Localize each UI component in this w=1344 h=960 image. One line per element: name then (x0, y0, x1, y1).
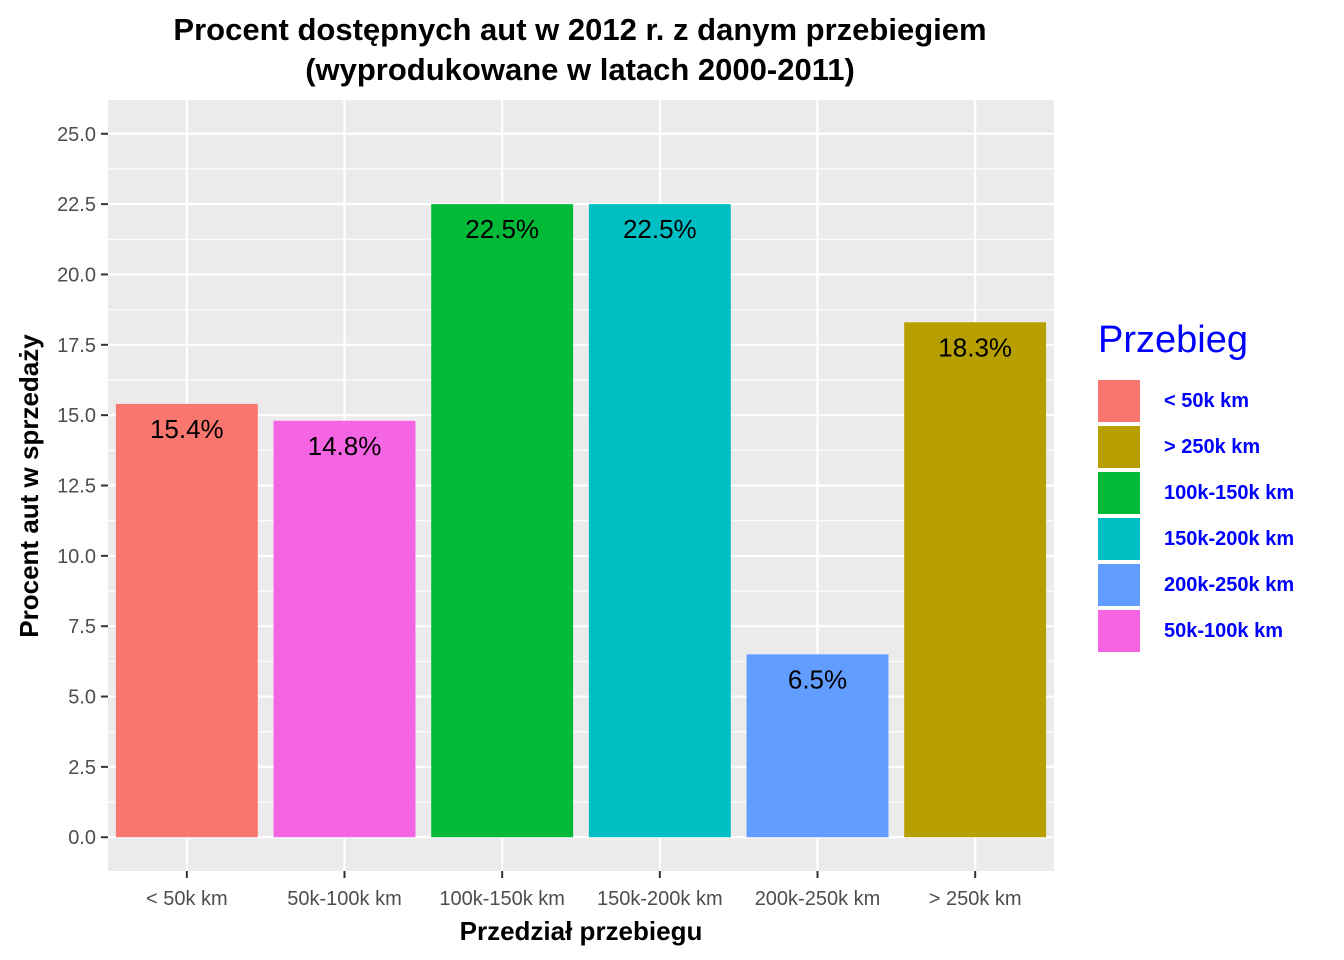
legend-label: 50k-100k km (1164, 619, 1283, 642)
y-tick-label: 17.5 (57, 335, 96, 357)
x-axis-title: Przedział przebiegu (460, 916, 703, 946)
legend-item: > 250k km (1098, 424, 1294, 470)
bar-labels: 15.4% 14.8% 22.5% 22.5% 6.5% 18.3% (150, 214, 1012, 694)
legend-label: 150k-200k km (1164, 527, 1295, 550)
legend-label: 100k-150k km (1164, 481, 1295, 504)
x-axis: < 50k km 50k-100k km 100k-150k km 150k-200k… (146, 871, 1022, 910)
bar-data-label: 15.4% (150, 414, 224, 444)
minor-gridlines (108, 168, 1054, 803)
bar-data-label: 14.8% (308, 431, 382, 461)
bar (431, 204, 574, 838)
legend-key (1098, 518, 1140, 560)
bar (746, 654, 889, 838)
y-tick-label: 7.5 (68, 616, 96, 638)
legend-label: > 250k km (1164, 435, 1261, 458)
legend-key (1098, 380, 1140, 422)
y-tick-label: 12.5 (57, 476, 96, 498)
legend-label: 200k-250k km (1164, 573, 1295, 596)
legend-key (1098, 564, 1140, 606)
x-tick-label: 150k-200k km (597, 888, 723, 910)
chart-title-line-2: (wyprodukowane w latach 2000-2011) (305, 52, 855, 87)
bar-data-label: 6.5% (788, 664, 847, 694)
y-tick-label: 10.0 (57, 546, 96, 568)
x-tick-label: 50k-100k km (287, 888, 402, 910)
bar-data-label: 22.5% (623, 214, 697, 244)
legend: Przebieg < 50k km > 250k km 100k-150k km 15… (1098, 318, 1294, 654)
y-axis-title: Procent aut w sprzedaży (14, 334, 44, 638)
legend-items: < 50k km > 250k km 100k-150k km 150k-200k k… (1098, 378, 1294, 654)
y-tick-label: 5.0 (68, 687, 96, 709)
x-tick-label: < 50k km (146, 888, 228, 910)
x-tick-label: > 250k km (929, 888, 1022, 910)
y-axis: 0.0 2.5 5.0 7.5 10.0 12.5 15.0 17.5 20.0 22.5 25.0 (57, 124, 108, 849)
bar (273, 420, 416, 838)
bar-data-label: 18.3% (938, 332, 1012, 362)
x-tick-label: 100k-150k km (439, 888, 565, 910)
legend-key (1098, 610, 1140, 652)
y-tick-label: 25.0 (57, 124, 96, 146)
legend-key (1098, 472, 1140, 514)
legend-item: 100k-150k km (1098, 470, 1294, 516)
bar (588, 204, 731, 838)
chart-title: Procent dostępnych aut w 2012 r. z danym… (0, 10, 1160, 90)
legend-item: 50k-100k km (1098, 608, 1294, 654)
legend-label: < 50k km (1164, 389, 1250, 412)
legend-item: 150k-200k km (1098, 516, 1294, 562)
legend-item: 200k-250k km (1098, 562, 1294, 608)
y-tick-label: 15.0 (57, 405, 96, 427)
bar (115, 403, 258, 838)
legend-title: Przebieg (1098, 319, 1248, 361)
y-tick-label: 22.5 (57, 194, 96, 216)
legend-key (1098, 426, 1140, 468)
legend-item: < 50k km (1098, 378, 1294, 424)
bar-data-label: 22.5% (465, 214, 539, 244)
y-tick-label: 0.0 (68, 827, 96, 849)
bar (904, 322, 1047, 838)
x-tick-label: 200k-250k km (755, 888, 881, 910)
bars (115, 204, 1047, 838)
y-tick-label: 2.5 (68, 757, 96, 779)
chart-title-line-1: Procent dostępnych aut w 2012 r. z danym… (173, 12, 987, 47)
y-tick-label: 20.0 (57, 264, 96, 286)
